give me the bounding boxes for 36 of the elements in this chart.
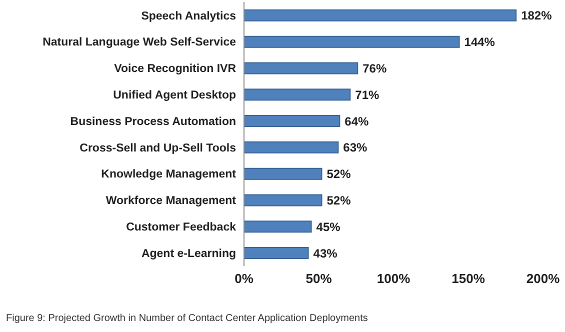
data-label: 43%: [313, 246, 338, 260]
bar: [244, 168, 322, 180]
bar: [244, 88, 351, 101]
data-label: 144%: [464, 35, 496, 50]
y-tick-label: Business Process Automation: [70, 116, 236, 128]
y-tick-label: Natural Language Web Self-Service: [42, 36, 236, 49]
bar: [244, 9, 517, 22]
bar: [244, 141, 339, 154]
data-label: 64%: [344, 114, 370, 128]
y-tick-label: Unified Agent Desktop: [113, 89, 236, 102]
y-tick-label: Cross-Sell and Up-Sell Tools: [80, 142, 236, 154]
x-tick-label: 0%: [234, 271, 254, 286]
bar: [244, 115, 340, 128]
caption: Figure 9: Projected Growth in Number of Contact Center Application Deployments: [6, 313, 368, 324]
data-label: 71%: [355, 88, 380, 102]
x-tick-label: 150%: [452, 271, 486, 286]
x-tick-label: 200%: [526, 271, 560, 286]
data-label: 52%: [326, 167, 352, 182]
y-tick-label: Speech Analytics: [141, 10, 236, 22]
bar: [244, 194, 322, 206]
x-tick-label: 50%: [306, 271, 332, 286]
y-tick-label: Customer Feedback: [126, 221, 237, 234]
x-tick-label: 100%: [376, 271, 411, 286]
data-label: 45%: [316, 220, 341, 234]
bar: [244, 220, 312, 233]
data-label: 76%: [362, 61, 387, 76]
bar: [244, 247, 309, 260]
bar: [244, 36, 460, 48]
data-label: 52%: [326, 193, 352, 208]
y-tick-label: Workforce Management: [106, 195, 236, 208]
bar: [244, 62, 358, 74]
y-tick-label: Knowledge Management: [101, 168, 236, 181]
data-label: 63%: [343, 140, 368, 155]
y-tick-label: Voice Recognition IVR: [114, 63, 237, 76]
y-tick-label: Agent e-Learning: [141, 248, 236, 260]
data-label: 182%: [521, 8, 552, 23]
